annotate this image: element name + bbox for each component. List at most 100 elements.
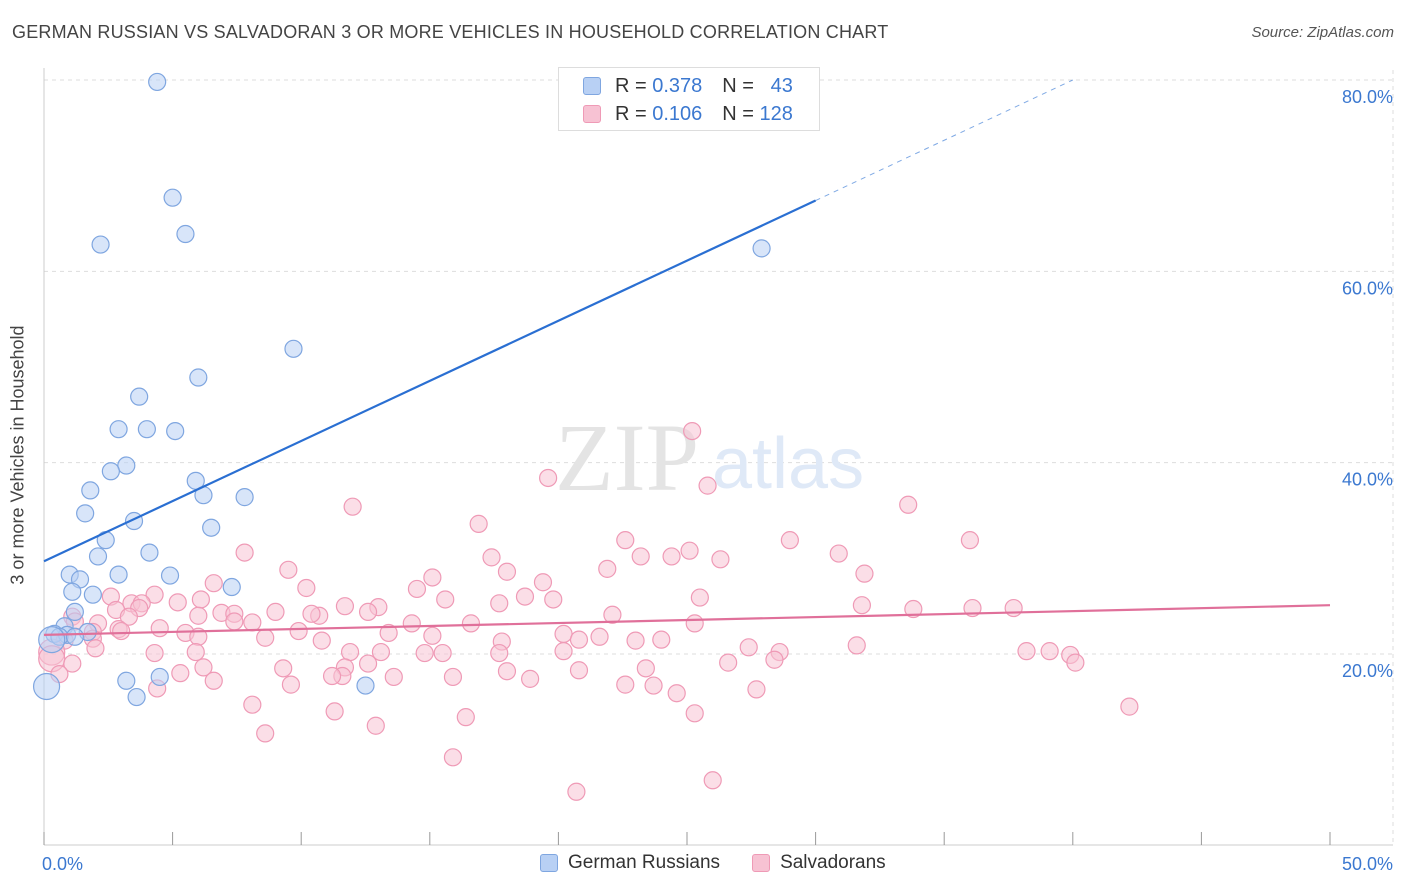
salvadorans-point (490, 643, 509, 663)
salvadorans-point (145, 643, 164, 663)
salvadorans-point (490, 594, 509, 613)
salvadorans-point (433, 643, 452, 663)
x-tick-label: 0.0% (42, 854, 83, 874)
salvadorans-point (652, 630, 671, 649)
german-russians-point (76, 504, 95, 523)
watermark: ZIP atlas (555, 404, 864, 511)
german-russians-point (65, 627, 84, 646)
y-tick-label: 60.0% (1342, 278, 1393, 298)
salvadorans-point (554, 624, 573, 644)
x-tick-label: 50.0% (1342, 854, 1393, 874)
german-russians-point (83, 585, 102, 604)
legend-r-label: R = (615, 102, 647, 125)
salvadorans-point (855, 564, 874, 583)
german-russians-point (150, 667, 169, 687)
german-russians-point (752, 239, 771, 258)
german-russians-point (222, 577, 241, 597)
legend-r-value: 0.106 (652, 102, 703, 125)
german-russians-point (109, 420, 128, 439)
legend-n-label: N = (722, 102, 754, 125)
salvadorans-point (407, 579, 427, 599)
salvadorans-point (780, 531, 799, 550)
legend-label-german-russians: German Russians (568, 852, 721, 873)
german-russians-point (65, 602, 84, 622)
german-russians-point (140, 543, 159, 562)
salvadorans-point (1040, 642, 1059, 661)
salvadorans-point (533, 573, 553, 592)
salvadorans-point (497, 662, 517, 681)
salvadorans-point (325, 702, 344, 721)
salvadorans-point (1066, 653, 1085, 672)
salvadorans-point (358, 654, 378, 673)
y-tick-label: 20.0% (1342, 661, 1393, 681)
source-label: Source: ZipAtlas.com (1251, 24, 1394, 41)
salvadorans-point (904, 599, 923, 619)
salvadorans-point (598, 559, 617, 578)
german-russians-point (63, 582, 82, 601)
salvadorans-point (829, 544, 848, 563)
salvadorans-point (436, 590, 455, 609)
legend-swatch-pink (583, 105, 601, 123)
german-russians-point (117, 671, 136, 690)
salvadorans-point (690, 588, 709, 607)
y-tick-label: 80.0% (1342, 87, 1393, 107)
salvadorans-point (461, 614, 481, 633)
german-russians-point (163, 188, 182, 207)
salvadorans-point (567, 782, 586, 801)
salvadorans-point (256, 724, 275, 743)
legend-swatch-pink (752, 854, 771, 872)
salvadorans-point (456, 708, 475, 727)
salvadorans-point (335, 597, 355, 616)
salvadorans-point (194, 658, 213, 677)
salvadorans-point (302, 604, 321, 623)
legend-item-german-russians: German Russians (540, 852, 720, 874)
salvadorans-point (86, 639, 105, 658)
salvadorans-point (366, 716, 385, 735)
german-russians-point (166, 421, 185, 441)
legend-swatch-blue (540, 854, 558, 872)
salvadorans-point (379, 623, 398, 643)
salvadorans-point (256, 628, 275, 647)
salvadorans-point (616, 675, 635, 694)
german-russians-point (91, 235, 110, 254)
salvadorans-point (685, 704, 704, 723)
tick-labels: 20.0% 40.0% 60.0% 80.0% 0.0% 50.0% (42, 87, 1393, 874)
salvadorans-point (515, 587, 535, 606)
salvadorans-point (423, 626, 442, 645)
correlation-legend: R = 0.378 N = 43 R = 0.106 N = 128 (558, 67, 820, 131)
salvadorans-point (443, 748, 463, 767)
salvadorans-point (482, 548, 501, 567)
legend-r-value: 0.378 (652, 74, 703, 97)
legend-label-salvadorans: Salvadorans (780, 852, 886, 873)
legend-n-value: 43 (770, 74, 793, 97)
salvadorans-point (631, 547, 650, 566)
salvadorans-point (312, 631, 331, 650)
german-russians-point (148, 72, 167, 92)
salvadorans-point (119, 607, 138, 626)
watermark-atlas: atlas (712, 424, 864, 504)
salvadorans-point (266, 602, 285, 622)
salvadorans-point (168, 593, 187, 612)
german-russians-point (176, 224, 195, 244)
salvadorans-point (1017, 642, 1036, 661)
salvadorans-point (225, 612, 244, 631)
y-tick-label: 40.0% (1342, 470, 1393, 490)
salvadorans-point (960, 531, 980, 550)
salvadorans-point (189, 606, 208, 625)
german-russians-point (284, 339, 303, 358)
salvadorans-point (171, 664, 190, 683)
salvadorans-point (747, 680, 766, 699)
salvadorans-point (1120, 697, 1139, 716)
salvadorans-point (423, 568, 442, 587)
trend-lines (43, 79, 1331, 636)
axes (43, 68, 1393, 846)
german-russians-point (109, 565, 128, 584)
german-russians-point (189, 368, 208, 387)
legend-r-label: R = (615, 74, 647, 97)
salvadorans-point (415, 643, 434, 663)
y-axis-label: 3 or more Vehicles in Household (7, 325, 28, 585)
salvadorans-point (150, 619, 169, 638)
german-russians-points (32, 72, 771, 707)
chart-title: GERMAN RUSSIAN VS SALVADORAN 3 OR MORE V… (12, 22, 889, 42)
